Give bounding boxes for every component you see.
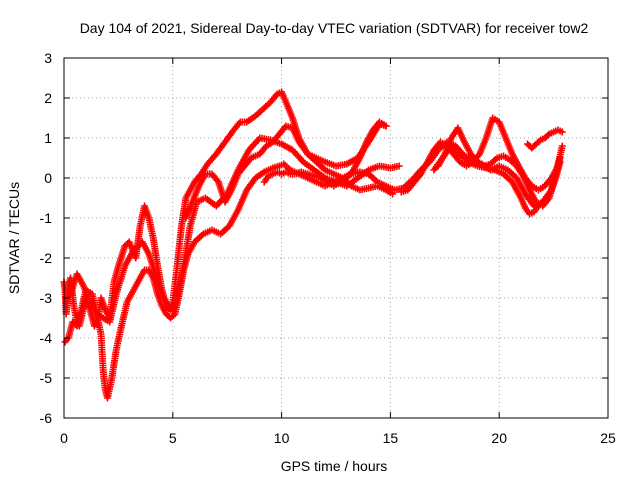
axis-ticks: 0 5 10 15 20 25 -6 -5 -4 -3 -2 -1 0 1 2 3 [40, 50, 616, 446]
y-tick-label: -5 [40, 370, 53, 386]
y-tick-label: 0 [44, 170, 52, 186]
data-point-marker [535, 137, 543, 145]
y-tick-label: 3 [44, 50, 52, 66]
plot-frame [63, 57, 609, 419]
y-tick-label: -3 [40, 290, 53, 306]
grid [64, 58, 608, 418]
x-tick-label: 25 [600, 430, 616, 446]
y-tick-label: -4 [40, 330, 53, 346]
y-tick-label: 2 [44, 90, 52, 106]
y-tick-label: -6 [40, 410, 53, 426]
x-tick-label: 0 [60, 430, 68, 446]
x-tick-label: 5 [169, 430, 177, 446]
chart-title: Day 104 of 2021, Sidereal Day-to-day VTE… [80, 20, 589, 36]
x-tick-label: 15 [383, 430, 399, 446]
y-axis-label: SDTVAR / TECUs [6, 182, 22, 294]
data-point-marker [395, 162, 403, 170]
x-tick-label: 20 [491, 430, 507, 446]
x-axis-label: GPS time / hours [281, 458, 388, 474]
y-tick-label: -1 [40, 210, 53, 226]
x-tick-label: 10 [274, 430, 290, 446]
data-point-marker [544, 131, 552, 139]
data-point-marker [558, 128, 566, 136]
data-point-marker [556, 158, 564, 166]
y-tick-label: -2 [40, 250, 53, 266]
data-markers [60, 88, 566, 402]
y-tick-label: 1 [44, 130, 52, 146]
data-point-marker [558, 142, 566, 150]
data-point-marker [382, 122, 390, 130]
